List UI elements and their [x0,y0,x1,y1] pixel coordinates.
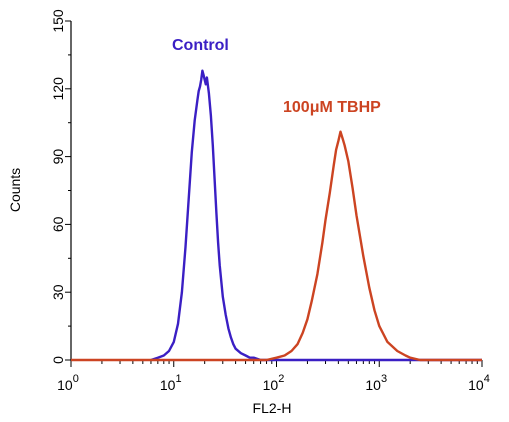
series-label-control: Control [172,37,229,54]
y-tick-label: 150 [50,9,66,33]
y-tick-label: 0 [50,356,66,364]
x-tick-label: 103 [365,373,387,393]
x-tick-label: 101 [160,373,182,393]
x-axis-title: FL2-H [253,400,292,416]
y-axis-title: Counts [7,168,23,212]
y-tick-label: 120 [50,77,66,101]
x-axis-ticks: 100 101 102 103 104 [57,360,490,393]
y-tick-label: 30 [50,284,66,300]
y-tick-label: 90 [50,149,66,165]
x-tick-label: 100 [57,373,79,393]
x-tick-label: 104 [468,373,490,393]
x-tick-label: 102 [263,373,285,393]
y-tick-label: 60 [50,216,66,232]
series-line-tbhp [71,130,482,362]
plot-frame [70,21,482,361]
series-label-tbhp: 100μM TBHP [283,99,381,116]
series-lines [71,69,482,362]
y-axis-ticks: 0 30 60 90 120 150 [50,9,71,364]
